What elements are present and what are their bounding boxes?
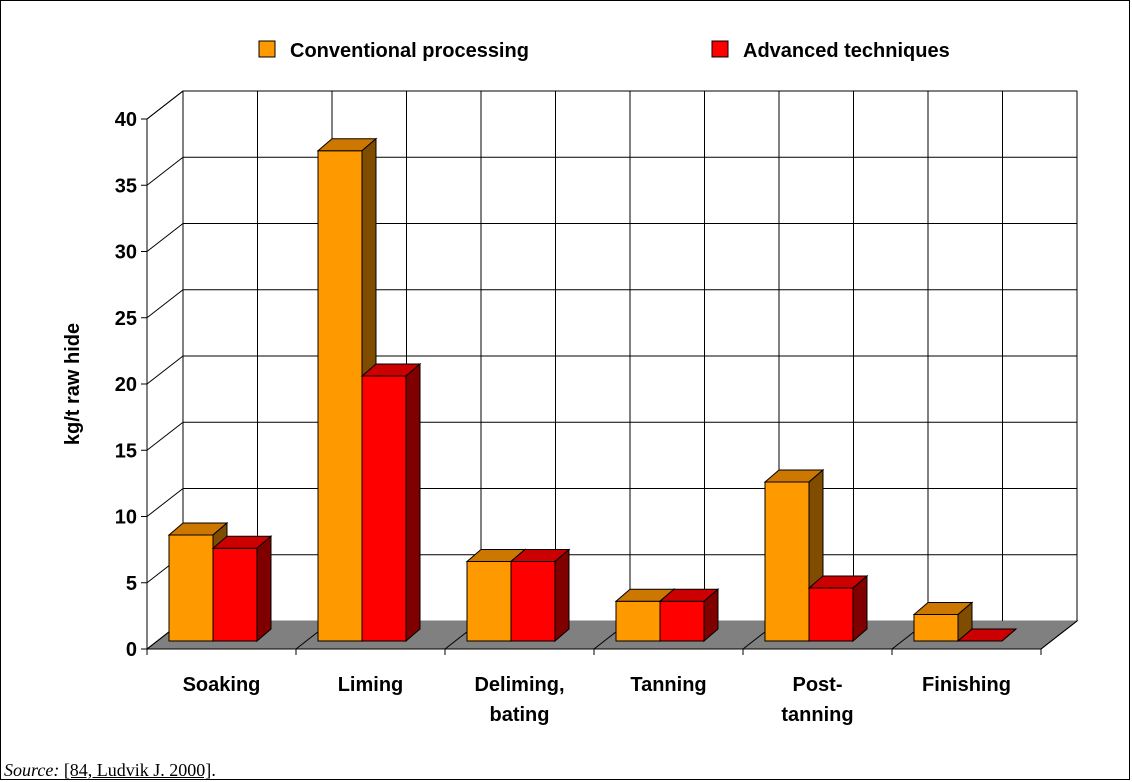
x-category-label: Deliming, bbox=[474, 674, 564, 696]
gridline-wall bbox=[146, 355, 184, 385]
bar-front bbox=[510, 561, 556, 642]
y-tick-label: 20 bbox=[115, 374, 137, 396]
source-label: Source: bbox=[4, 760, 60, 780]
bar-front bbox=[808, 587, 854, 642]
x-category-label: Tanning bbox=[630, 674, 706, 696]
chart: 0 5 10 15 20 25 30 35 40 Soaking Liming Deliming, ba… bbox=[62, 40, 1079, 726]
bar-front bbox=[615, 600, 661, 642]
gridline-wall bbox=[146, 421, 184, 451]
bar-side bbox=[256, 535, 272, 643]
y-tick-label: 0 bbox=[126, 639, 137, 661]
bar-side bbox=[405, 362, 421, 643]
bar-front bbox=[913, 614, 959, 642]
x-category-label: Finishing bbox=[922, 674, 1011, 696]
gridline-wall bbox=[146, 223, 184, 252]
y-tick-label: 15 bbox=[115, 440, 137, 462]
y-tick-label: 25 bbox=[115, 308, 137, 330]
legend-label: Advanced techniques bbox=[743, 40, 950, 62]
gridline-wall bbox=[146, 289, 184, 319]
bar-side bbox=[554, 548, 570, 643]
x-category-label: tanning bbox=[781, 704, 853, 726]
x-category-label: Post- bbox=[793, 674, 843, 696]
gridline-wall bbox=[146, 488, 184, 517]
bar-side bbox=[1001, 628, 1017, 642]
bar-side bbox=[852, 574, 868, 643]
y-tick-label: 40 bbox=[115, 109, 137, 131]
source-reference[interactable]: [84, Ludvik J. 2000] bbox=[63, 760, 212, 780]
x-category-label: Liming bbox=[338, 674, 404, 696]
bar-front bbox=[361, 375, 407, 642]
y-tick-label: 30 bbox=[115, 242, 137, 264]
bar-front bbox=[659, 600, 705, 642]
y-tick-label: 35 bbox=[115, 175, 137, 197]
legend-swatch bbox=[258, 40, 276, 58]
bar-front bbox=[168, 534, 214, 642]
bar-front bbox=[317, 150, 363, 642]
bar-side bbox=[703, 588, 719, 643]
source-note: Source: [84, Ludvik J. 2000]. bbox=[4, 760, 216, 781]
source-suffix: . bbox=[211, 760, 216, 780]
x-category-label: bating bbox=[490, 704, 550, 726]
gridline-wall bbox=[146, 156, 184, 186]
bar-front bbox=[466, 561, 512, 642]
y-tick-label: 10 bbox=[115, 507, 137, 529]
y-axis-top-edge bbox=[146, 90, 184, 120]
bar-front bbox=[764, 481, 810, 642]
bar-front bbox=[212, 547, 258, 642]
legend-swatch bbox=[711, 40, 729, 58]
y-axis-title: kg/t raw hide bbox=[62, 323, 84, 445]
x-category-label: Soaking bbox=[183, 674, 261, 696]
floor-divider bbox=[1040, 620, 1078, 650]
legend-label: Conventional processing bbox=[290, 40, 529, 62]
y-tick-label: 5 bbox=[126, 573, 137, 595]
